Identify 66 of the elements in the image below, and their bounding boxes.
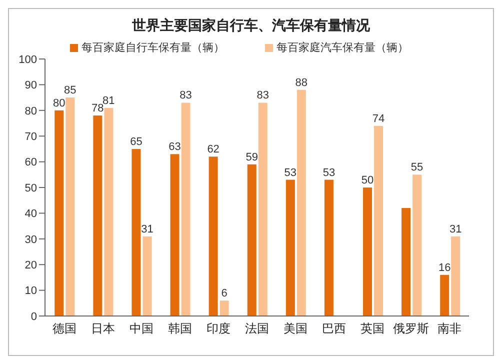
data-label: 55 bbox=[410, 162, 424, 174]
bar bbox=[220, 300, 229, 316]
x-tick-label: 韩国 bbox=[168, 322, 192, 336]
data-label: 50 bbox=[361, 174, 374, 186]
bar bbox=[402, 208, 411, 316]
legend-label: 每百家庭汽车保有量（辆） bbox=[276, 40, 408, 55]
bar bbox=[170, 154, 180, 316]
y-tick-label: 10 bbox=[24, 285, 37, 298]
bar bbox=[258, 102, 268, 316]
x-tick-label: 印度 bbox=[206, 322, 230, 336]
y-tick-label: 30 bbox=[24, 234, 37, 246]
x-tick-label: 英国 bbox=[360, 322, 385, 336]
data-label: 53 bbox=[322, 166, 336, 179]
y-tick-label: 50 bbox=[24, 182, 37, 194]
bar bbox=[374, 126, 383, 316]
x-tick-label: 中国 bbox=[129, 322, 154, 336]
chart-title: 世界主要国家自行车、汽车保有量情况 bbox=[131, 16, 371, 35]
bar bbox=[66, 98, 75, 316]
x-tick-label: 日本 bbox=[90, 322, 115, 336]
y-tick-label: 60 bbox=[24, 156, 37, 169]
bar bbox=[286, 180, 295, 316]
data-label: 62 bbox=[207, 144, 220, 156]
data-label: 31 bbox=[141, 223, 154, 236]
data-label: 88 bbox=[295, 76, 308, 89]
bar bbox=[412, 174, 422, 316]
bar bbox=[451, 236, 460, 316]
bar bbox=[142, 236, 152, 316]
bar bbox=[181, 102, 190, 316]
bar bbox=[54, 110, 64, 316]
data-label: 81 bbox=[102, 94, 115, 107]
data-label: 65 bbox=[130, 136, 142, 148]
y-tick-label: 40 bbox=[24, 208, 37, 220]
bar bbox=[324, 180, 334, 316]
bar bbox=[247, 164, 256, 316]
bar bbox=[296, 90, 306, 316]
x-tick-label: 南非 bbox=[438, 322, 462, 336]
data-label: 16 bbox=[438, 262, 451, 274]
data-label: 83 bbox=[180, 90, 192, 102]
y-tick-label: 20 bbox=[24, 260, 37, 272]
data-label: 53 bbox=[284, 166, 297, 179]
x-tick-label: 美国 bbox=[284, 322, 308, 336]
y-tick-label: 80 bbox=[24, 105, 37, 118]
data-label: 83 bbox=[256, 90, 269, 102]
bar bbox=[132, 148, 141, 316]
x-tick-label: 德国 bbox=[52, 322, 76, 336]
y-tick-label: 90 bbox=[24, 80, 37, 92]
y-tick-label: 70 bbox=[24, 131, 37, 144]
data-label: 59 bbox=[246, 151, 258, 164]
bar bbox=[208, 156, 218, 316]
data-label: 85 bbox=[64, 84, 76, 97]
x-tick-label: 巴西 bbox=[322, 322, 346, 336]
data-label: 78 bbox=[92, 102, 104, 115]
data-label: 63 bbox=[168, 141, 181, 154]
y-tick-label: 0 bbox=[30, 310, 37, 323]
data-label: 31 bbox=[449, 223, 462, 236]
x-tick-label: 法国 bbox=[245, 322, 269, 336]
data-label: 80 bbox=[53, 97, 66, 110]
bar bbox=[363, 188, 372, 316]
bar bbox=[440, 274, 450, 316]
bar bbox=[93, 116, 102, 316]
data-label: 6 bbox=[221, 288, 228, 300]
data-label: 74 bbox=[372, 112, 385, 125]
y-tick-label: 100 bbox=[18, 54, 37, 66]
x-tick-label: 俄罗斯 bbox=[393, 322, 430, 336]
legend-label: 每百家庭自行车保有量（辆） bbox=[80, 40, 224, 55]
bar bbox=[104, 108, 114, 316]
